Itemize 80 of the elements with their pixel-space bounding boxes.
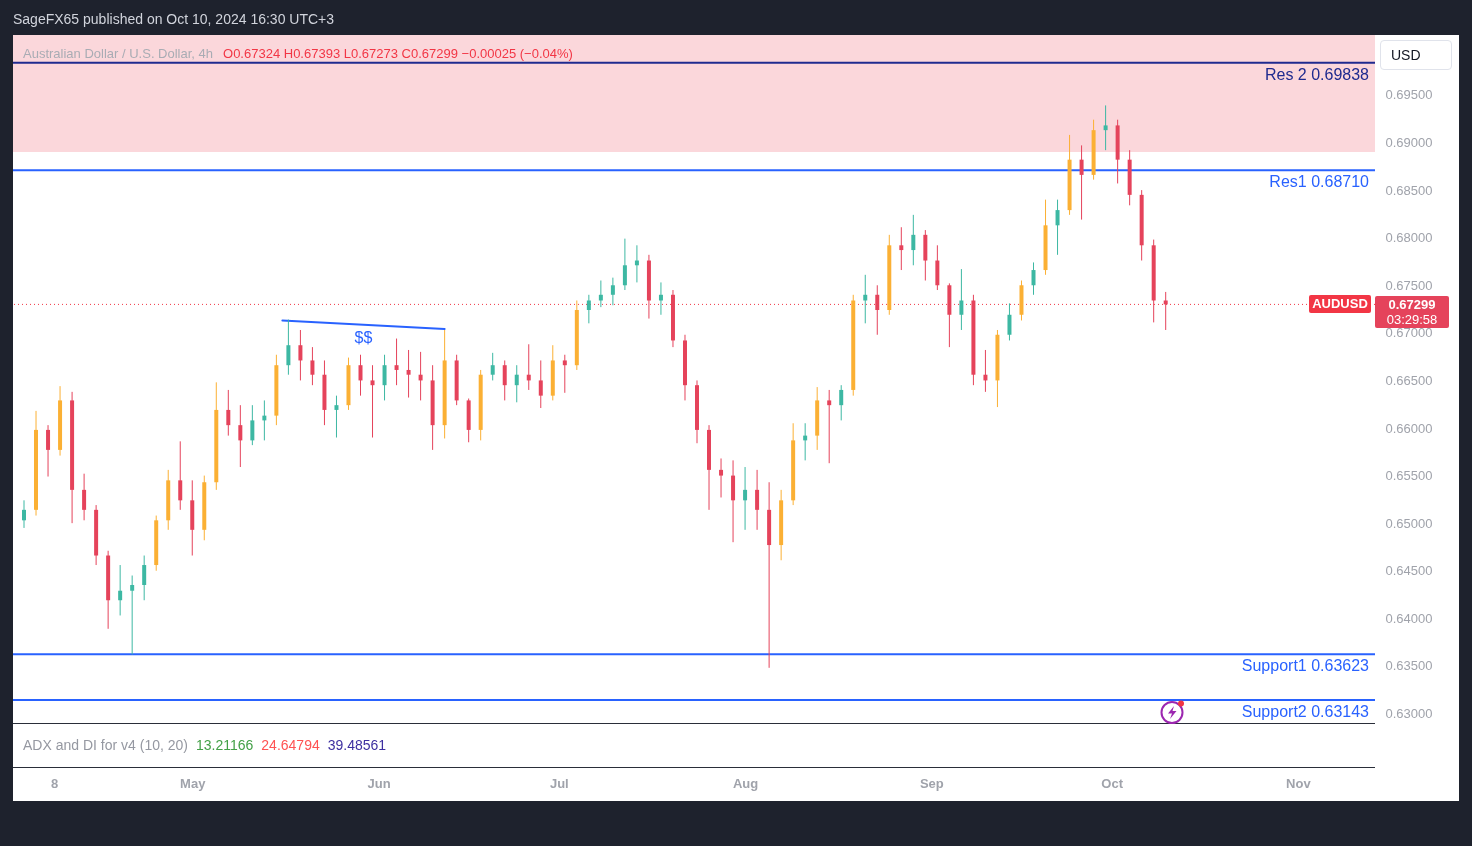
text: SageFX65 published on Oct 10, 2024 16:30 UTC+3	[13, 10, 335, 28]
candlestick	[82, 473, 87, 521]
candlestick	[286, 319, 291, 376]
y-tick-label: 0.63000	[1385, 705, 1433, 721]
candlestick	[514, 364, 519, 403]
candlestick	[502, 359, 507, 401]
x-tick-label: Jun	[367, 775, 391, 791]
y-tick-label: 0.65000	[1385, 515, 1433, 531]
x-tick-label: Oct	[1101, 775, 1124, 791]
ref-line-label: AUDUSD	[1309, 295, 1371, 314]
text: ADX and DI for v4 (10, 20)	[23, 737, 188, 753]
candlestick	[911, 214, 916, 266]
candlestick	[178, 440, 183, 511]
text: Australian Dollar / U.S. Dollar, 4h	[23, 46, 214, 62]
candlestick	[118, 564, 123, 616]
candlestick	[1103, 104, 1108, 151]
candlestick	[22, 499, 27, 529]
candlestick	[130, 575, 135, 655]
candlestick	[827, 389, 832, 464]
candlestick	[358, 354, 363, 397]
candlestick	[562, 354, 567, 394]
currency-button: USD	[1380, 40, 1452, 70]
candlestick	[142, 555, 147, 601]
text: 13.21166	[195, 737, 254, 753]
candlestick	[394, 338, 399, 386]
candlestick	[1007, 302, 1012, 341]
y-tick-label: 0.67500	[1385, 277, 1433, 293]
candlestick	[719, 457, 724, 498]
candlestick	[743, 466, 748, 531]
candlestick	[46, 424, 51, 478]
candlestick	[406, 349, 411, 399]
candlestick	[622, 238, 627, 291]
y-tick-label: 0.66000	[1385, 420, 1433, 436]
y-tick-label: 0.69500	[1385, 87, 1433, 103]
candlestick	[1031, 261, 1036, 296]
text: 03:29:58	[1385, 312, 1439, 328]
ref-line-label: Res1 0.68710	[1269, 173, 1370, 191]
candlestick	[370, 364, 375, 439]
x-tick-label: Sep	[919, 775, 944, 791]
x-tick-label: Nov	[1286, 775, 1312, 791]
candlestick	[1079, 144, 1084, 221]
text: 39.48561	[327, 737, 387, 753]
candlestick	[382, 354, 387, 401]
y-tick-label: 0.65500	[1385, 468, 1433, 484]
candlestick	[238, 404, 243, 468]
y-tick-label: 0.63500	[1385, 658, 1433, 674]
candlestick	[226, 389, 231, 437]
text: 24.64794	[261, 737, 320, 753]
candlestick	[899, 226, 904, 271]
candlestick	[959, 268, 964, 331]
candlestick	[298, 329, 303, 381]
x-tick-label: Jul	[549, 775, 569, 791]
candlestick	[538, 359, 543, 409]
ref-line-label: Support2 0.63143	[1241, 702, 1370, 720]
y-tick-label: 0.66500	[1385, 372, 1433, 388]
candlestick	[610, 277, 615, 306]
candlestick	[334, 395, 339, 439]
x-tick-label: May	[180, 775, 207, 791]
ref-line-label: Res 2 0.69838	[1264, 65, 1370, 83]
y-tick-label: 0.68000	[1385, 230, 1433, 246]
series-label: $$	[354, 328, 373, 346]
candlestick	[586, 294, 591, 324]
x-tick-label: 8	[50, 775, 59, 791]
candlestick	[250, 404, 255, 446]
candlestick	[1055, 199, 1060, 256]
candlestick	[839, 384, 844, 421]
candlestick	[490, 352, 495, 381]
candlestick	[755, 469, 760, 531]
y-tick-label: 0.64000	[1385, 610, 1433, 626]
y-tick-label: 0.69000	[1385, 135, 1433, 151]
ref-line-label: Support1 0.63623	[1241, 657, 1370, 675]
y-tick-label: 0.68500	[1385, 182, 1433, 198]
y-tick-label: 0.64500	[1385, 563, 1433, 579]
text: O0.67324 H0.67393 L0.67273 C0.67299 −0.00025 (−0.04%)	[223, 46, 573, 62]
x-tick-label: Aug	[732, 775, 759, 791]
y-tick-label: 0.67000	[1385, 325, 1433, 341]
candlestick	[1163, 291, 1168, 331]
text: 0.67299	[1387, 297, 1437, 313]
candlestick	[875, 284, 880, 336]
candlestick	[310, 346, 315, 386]
